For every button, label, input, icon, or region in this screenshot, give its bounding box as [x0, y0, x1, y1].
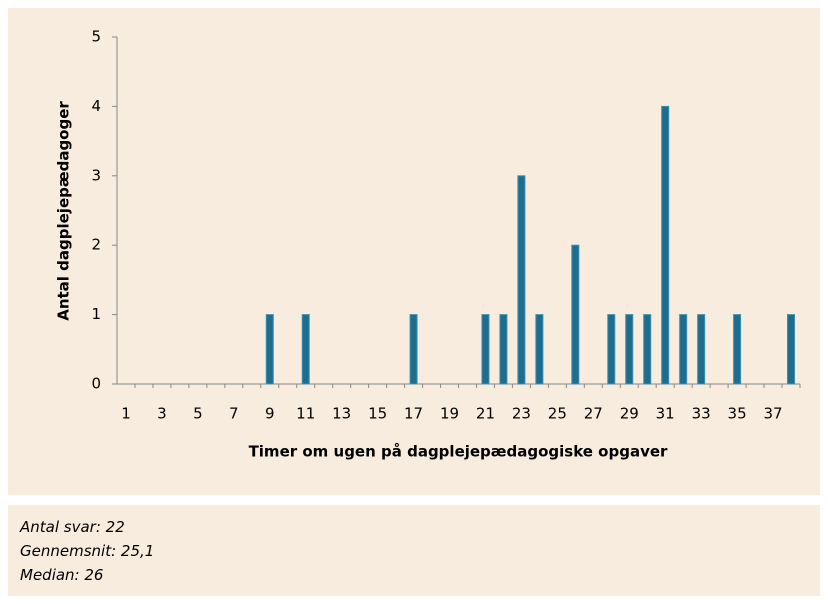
x-tick-label: 3 [157, 405, 167, 423]
y-tick-label: 1 [91, 305, 101, 323]
bar [481, 314, 490, 385]
y-axis-title: Antal dagplejepædagoger [55, 101, 73, 321]
x-tick-label: 11 [296, 405, 315, 423]
bar [517, 175, 526, 385]
x-tick-label: 1 [121, 405, 131, 423]
x-tick-label: 15 [368, 405, 387, 423]
x-tick-label: 13 [332, 405, 351, 423]
y-tick-label: 5 [91, 28, 101, 46]
x-tick-label: 23 [512, 405, 531, 423]
x-tick-label: 37 [763, 405, 782, 423]
x-tick-label: 35 [728, 405, 747, 423]
x-tick-label: 9 [265, 405, 275, 423]
x-tick-label: 17 [404, 405, 423, 423]
x-tick-label: 21 [476, 405, 495, 423]
bar [643, 314, 652, 385]
x-tick-label: 25 [548, 405, 567, 423]
note: Median: 26 [20, 566, 104, 584]
x-tick-label: 5 [193, 405, 203, 423]
bar [625, 314, 634, 385]
y-tick-label: 4 [91, 97, 101, 115]
x-axis-title: Timer om ugen på dagplejepædagogiske opg… [249, 443, 668, 461]
bar [697, 314, 706, 385]
bar [607, 314, 616, 385]
x-tick-label: 29 [620, 405, 639, 423]
chart: Timer om ugen på dagplejepædagogiske opg… [8, 8, 820, 495]
bar [301, 314, 310, 385]
bar [265, 314, 274, 385]
bar [499, 314, 508, 385]
x-tick-label: 33 [692, 405, 711, 423]
x-tick-label: 31 [656, 405, 675, 423]
y-tick-label: 3 [91, 166, 101, 184]
bar [679, 314, 688, 385]
y-tick-label: 2 [91, 236, 101, 254]
x-tick-label: 7 [229, 405, 239, 423]
bar [571, 244, 580, 385]
notes: Antal svar: 22 Gennemsnit: 25,1 Median: … [8, 505, 820, 596]
bar [409, 314, 418, 385]
bar [787, 314, 796, 385]
x-tick-label: 27 [584, 405, 603, 423]
note: Gennemsnit: 25,1 [20, 542, 155, 560]
chart-background [8, 8, 820, 495]
bar [733, 314, 742, 385]
y-tick-label: 0 [91, 375, 101, 393]
x-tick-label: 19 [440, 405, 459, 423]
bar [661, 105, 670, 385]
bar [535, 314, 544, 385]
note: Antal svar: 22 [20, 518, 125, 536]
